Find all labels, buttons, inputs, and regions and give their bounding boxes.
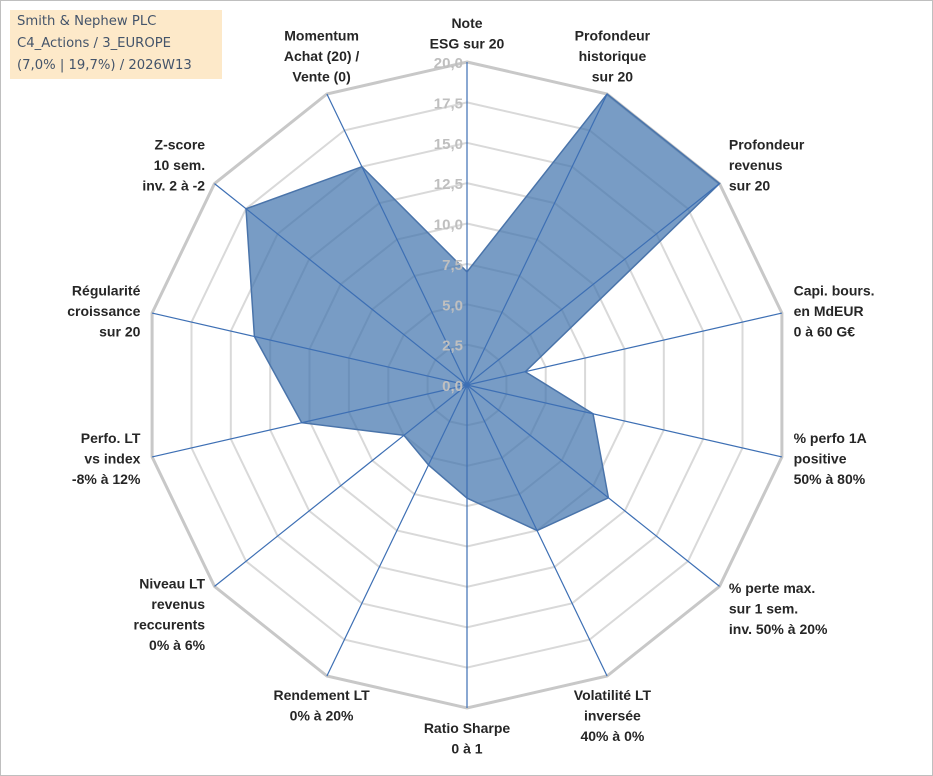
category-label: Note ESG sur 20 xyxy=(430,15,505,52)
category-label-line: en MdEUR xyxy=(794,303,864,319)
category-label-line: sur 20 xyxy=(729,177,770,193)
category-label-line: 0% à 20% xyxy=(290,708,354,724)
radial-ticks: 0,0 2,5 5,0 7,5 10,0 12,5 15,0 17,5 20,0 xyxy=(434,55,463,395)
category-label-line: Niveau LT xyxy=(139,575,205,591)
tick-label: 17,5 xyxy=(434,95,463,112)
axis-spoke xyxy=(326,384,468,677)
category-label-line: Ratio Sharpe xyxy=(424,720,511,736)
category-label-line: Perfo. LT xyxy=(81,430,141,446)
series xyxy=(245,92,721,532)
category-label-line: % perte max. xyxy=(729,580,815,596)
category-label: Capi. bours. en MdEUR 0 à 60 G€ xyxy=(794,283,875,340)
axis-labels: Note ESG sur 20 Profondeur historique sur 20… xyxy=(67,15,874,757)
axis-spoke xyxy=(466,384,720,587)
category-label-line: % perfo 1A xyxy=(794,430,867,446)
category-label-line: Achat (20) / xyxy=(284,48,360,64)
category-label-line: 0 à 1 xyxy=(451,741,482,757)
category-label: Profondeur revenus sur 20 xyxy=(729,136,805,193)
axis-spoke xyxy=(466,93,608,386)
category-label-line: ESG sur 20 xyxy=(430,36,505,52)
info-company-name: Smith & Nephew PLC xyxy=(17,14,157,29)
category-label: % perfo 1A positive 50% à 80% xyxy=(794,430,867,487)
category-label: Perfo. LT vs index -8% à 12% xyxy=(72,430,141,487)
category-label-line: Rendement LT xyxy=(273,687,370,703)
category-label: % perte max. sur 1 sem. inv. 50% à 20% xyxy=(729,580,828,637)
category-label-line: revenus xyxy=(729,157,783,173)
axis-spoke xyxy=(466,384,608,677)
category-label-line: Profondeur xyxy=(575,27,651,43)
category-label: Ratio Sharpe 0 à 1 xyxy=(424,720,511,757)
tick-label: 7,5 xyxy=(442,257,463,274)
category-label: Momentum Achat (20) / Vente (0) xyxy=(284,27,360,84)
axis-spoke xyxy=(466,384,783,458)
category-label: Volatilité LT inversée 40% à 0% xyxy=(574,687,652,744)
category-label-line: Z-score xyxy=(155,136,206,152)
category-label-line: vs index xyxy=(84,450,140,466)
category-label-line: croissance xyxy=(67,303,140,319)
category-label-line: 50% à 80% xyxy=(794,471,866,487)
category-label-line: Profondeur xyxy=(729,136,805,152)
series-area xyxy=(245,92,721,532)
category-label-line: Volatilité LT xyxy=(574,687,652,703)
category-label-line: sur 1 sem. xyxy=(729,600,798,616)
tick-label: 12,5 xyxy=(434,176,463,193)
category-label-line: -8% à 12% xyxy=(72,471,141,487)
category-label-line: Note xyxy=(451,15,482,31)
axis-spoke xyxy=(214,183,468,386)
axis-spoke xyxy=(151,384,468,458)
category-label-line: revenus xyxy=(151,596,205,612)
category-label-line: Vente (0) xyxy=(292,68,350,84)
category-label-line: inv. 50% à 20% xyxy=(729,621,828,637)
axis-spoke xyxy=(466,183,720,386)
info-box: Smith & Nephew PLC C4_Actions / 3_EUROPE… xyxy=(10,10,222,79)
tick-label: 20,0 xyxy=(434,55,463,72)
axis-spoke xyxy=(214,384,468,587)
category-label-line: 0% à 6% xyxy=(149,637,206,653)
category-label-line: 10 sem. xyxy=(154,157,205,173)
category-label-line: historique xyxy=(579,48,647,64)
axis-spoke xyxy=(326,93,468,386)
tick-label: 2,5 xyxy=(442,338,463,355)
category-label-line: 40% à 0% xyxy=(580,728,644,744)
category-label-line: inversée xyxy=(584,708,641,724)
category-label-line: reccurents xyxy=(134,616,206,632)
axis-spoke xyxy=(151,312,468,386)
info-category: C4_Actions / 3_EUROPE xyxy=(17,36,171,51)
tick-label: 5,0 xyxy=(442,297,463,314)
category-label: Rendement LT 0% à 20% xyxy=(273,687,370,724)
category-label-line: positive xyxy=(794,450,847,466)
category-label: Profondeur historique sur 20 xyxy=(575,27,651,84)
category-label-line: Régularité xyxy=(72,283,141,299)
info-period: (7,0% | 19,7%) / 2026W13 xyxy=(17,58,192,73)
category-label-line: Capi. bours. xyxy=(794,283,875,299)
category-label-line: Momentum xyxy=(284,27,359,43)
category-label: Niveau LT revenus reccurents 0% à 6% xyxy=(134,575,206,653)
tick-label: 15,0 xyxy=(434,136,463,153)
tick-label: 0,0 xyxy=(442,378,463,395)
category-label: Régularité croissance sur 20 xyxy=(67,283,140,340)
category-label-line: sur 20 xyxy=(99,324,140,340)
category-label-line: inv. 2 à -2 xyxy=(142,177,205,193)
spokes xyxy=(151,62,783,708)
tick-label: 10,0 xyxy=(434,217,463,234)
axis-spoke xyxy=(466,312,783,386)
category-label-line: sur 20 xyxy=(592,68,633,84)
category-label-line: 0 à 60 G€ xyxy=(794,324,856,340)
category-label: Z-score 10 sem. inv. 2 à -2 xyxy=(142,136,205,193)
